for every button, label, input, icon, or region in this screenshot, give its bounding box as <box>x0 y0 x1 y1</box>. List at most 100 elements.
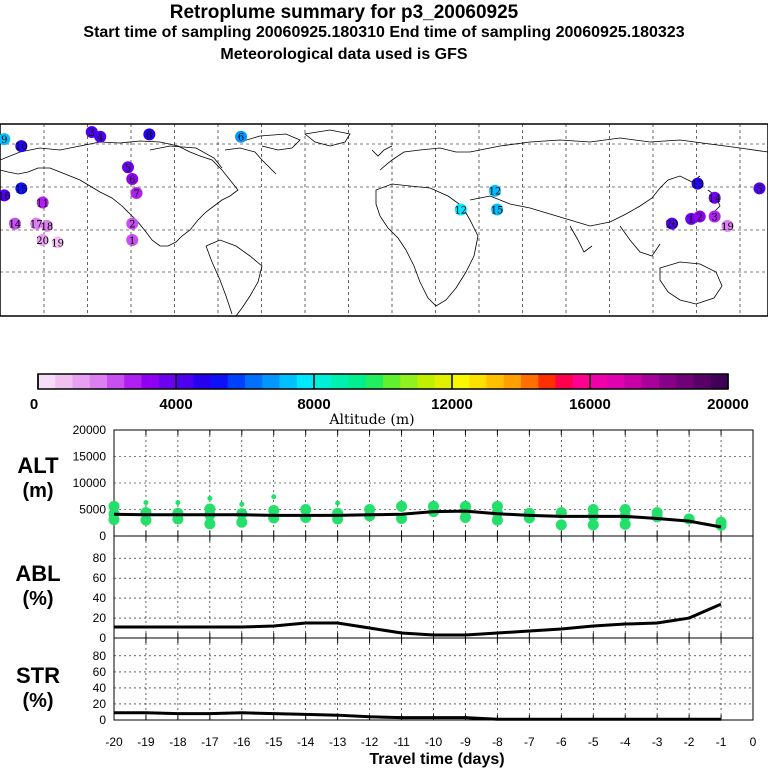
y-tick-label: 40 <box>93 681 107 695</box>
colorbar-swatch <box>676 374 694 389</box>
colorbar-swatch <box>710 374 729 389</box>
colorbar-swatch <box>38 374 56 389</box>
plume-label: 20 <box>36 236 49 247</box>
altitude-point <box>143 500 149 506</box>
colorbar-swatch <box>314 374 332 389</box>
plume-marker <box>36 234 49 246</box>
y-tick-label: 80 <box>93 649 107 663</box>
x-tick-label: -12 <box>361 735 379 749</box>
plume-marker <box>126 217 139 230</box>
panel-alt: 0 5000 10000 15000 20000 ALT(m) <box>17 423 754 543</box>
plume-marker <box>15 140 28 153</box>
x-tick-label: -5 <box>588 735 599 749</box>
x-tick-label: -11 <box>393 735 410 749</box>
colorbar-tick-label: 0 <box>30 396 38 413</box>
colorbar-swatch <box>503 374 522 389</box>
colorbar-swatch <box>331 374 349 389</box>
plume-label: 13 <box>691 180 704 191</box>
panel-ylabel-unit: (%) <box>22 690 53 712</box>
plume-label: 1 <box>129 236 135 247</box>
altitude-point <box>491 514 503 526</box>
colorbar-swatch <box>227 374 246 389</box>
colorbar-swatch <box>279 374 298 389</box>
plume-label: 12 <box>454 205 467 216</box>
plume-label: 14 <box>9 220 22 231</box>
y-tick-label: 20 <box>93 697 107 711</box>
colorbar-swatch <box>452 374 470 389</box>
x-axis: -20 -19 -18 -17 -16 -15 -14 -13 -12 -11 -10 -9 -8 -7-… <box>105 735 756 768</box>
altitude-point <box>300 511 312 523</box>
plume-marker <box>0 133 11 146</box>
plume-marker <box>0 189 11 202</box>
plume-label: 16 <box>0 191 11 202</box>
panel-ylabel-name: ALT <box>17 453 59 478</box>
x-tick-label: -7 <box>524 735 535 749</box>
plume-label: 3 <box>711 213 717 224</box>
colorbar-swatch <box>141 374 160 389</box>
colorbar-swatch <box>348 374 367 389</box>
coastlines <box>0 129 768 317</box>
colorbar-tick-label: 20000 <box>707 396 749 413</box>
colorbar-swatch <box>555 374 574 389</box>
plume-marker <box>30 217 43 230</box>
x-tick-label: -6 <box>556 735 567 749</box>
panel-ylabel-name: ABL <box>15 561 60 586</box>
altitude-point <box>239 501 245 507</box>
colorbar-swatch <box>158 374 177 389</box>
colorbar-swatch <box>245 374 263 389</box>
altitude-point <box>459 511 471 523</box>
colorbar-swatch <box>72 374 91 389</box>
altitude-point <box>236 516 248 528</box>
plume-label: 6 <box>238 133 244 144</box>
x-tick-label: -18 <box>169 735 187 749</box>
plume-label: 5 <box>125 163 131 174</box>
plume-label: 2 <box>697 213 703 224</box>
x-tick-label: -13 <box>329 735 347 749</box>
plume-label: 8 <box>146 130 152 141</box>
colorbar-swatch <box>89 374 108 389</box>
x-tick-label: 0 <box>750 735 757 749</box>
colorbar-swatch <box>521 374 539 389</box>
y-tick-label: 60 <box>93 665 107 679</box>
y-tick-label: 40 <box>93 591 107 605</box>
x-tick-label: -3 <box>652 735 663 749</box>
plume-marker <box>94 130 107 143</box>
altitude-point <box>396 500 408 512</box>
altitude-point <box>300 504 312 515</box>
x-tick-label: -9 <box>460 735 471 749</box>
panel-ylabel-unit: (m) <box>22 480 53 502</box>
colorbar-swatch <box>176 374 194 389</box>
colorbar-swatch <box>538 374 556 389</box>
colorbar-tick-label: 4000 <box>159 396 192 413</box>
x-tick-label: -19 <box>137 735 155 749</box>
altitude-point <box>140 514 152 526</box>
plume-marker <box>693 210 706 223</box>
plume-marker <box>753 182 766 195</box>
colorbar-swatch <box>400 374 418 389</box>
plume-marker <box>51 236 64 249</box>
plume-marker <box>666 217 678 230</box>
altitude-point <box>207 495 213 501</box>
plume-label: 19 <box>721 222 734 233</box>
altitude-point <box>108 514 120 526</box>
colorbar-swatch <box>124 374 142 389</box>
plume-marker <box>691 177 704 190</box>
x-tick-label: -15 <box>265 735 283 749</box>
x-tick-label: -8 <box>492 735 503 749</box>
sampling-times: Start time of sampling 20060925.180310 E… <box>83 24 685 41</box>
altitude-point <box>587 519 599 531</box>
colorbar-swatch <box>572 374 591 389</box>
plume-marker <box>8 217 21 230</box>
y-tick-label: 60 <box>93 571 107 585</box>
plume-marker <box>40 219 53 232</box>
plume-marker <box>235 130 248 143</box>
altitude-point <box>619 518 631 530</box>
colorbar-swatch <box>659 374 677 389</box>
x-tick-label: -17 <box>201 735 219 749</box>
x-tick-label: -10 <box>425 735 443 749</box>
plume-label: 3 <box>89 128 95 139</box>
altitude-point <box>204 518 216 530</box>
plume-marker <box>491 203 504 216</box>
